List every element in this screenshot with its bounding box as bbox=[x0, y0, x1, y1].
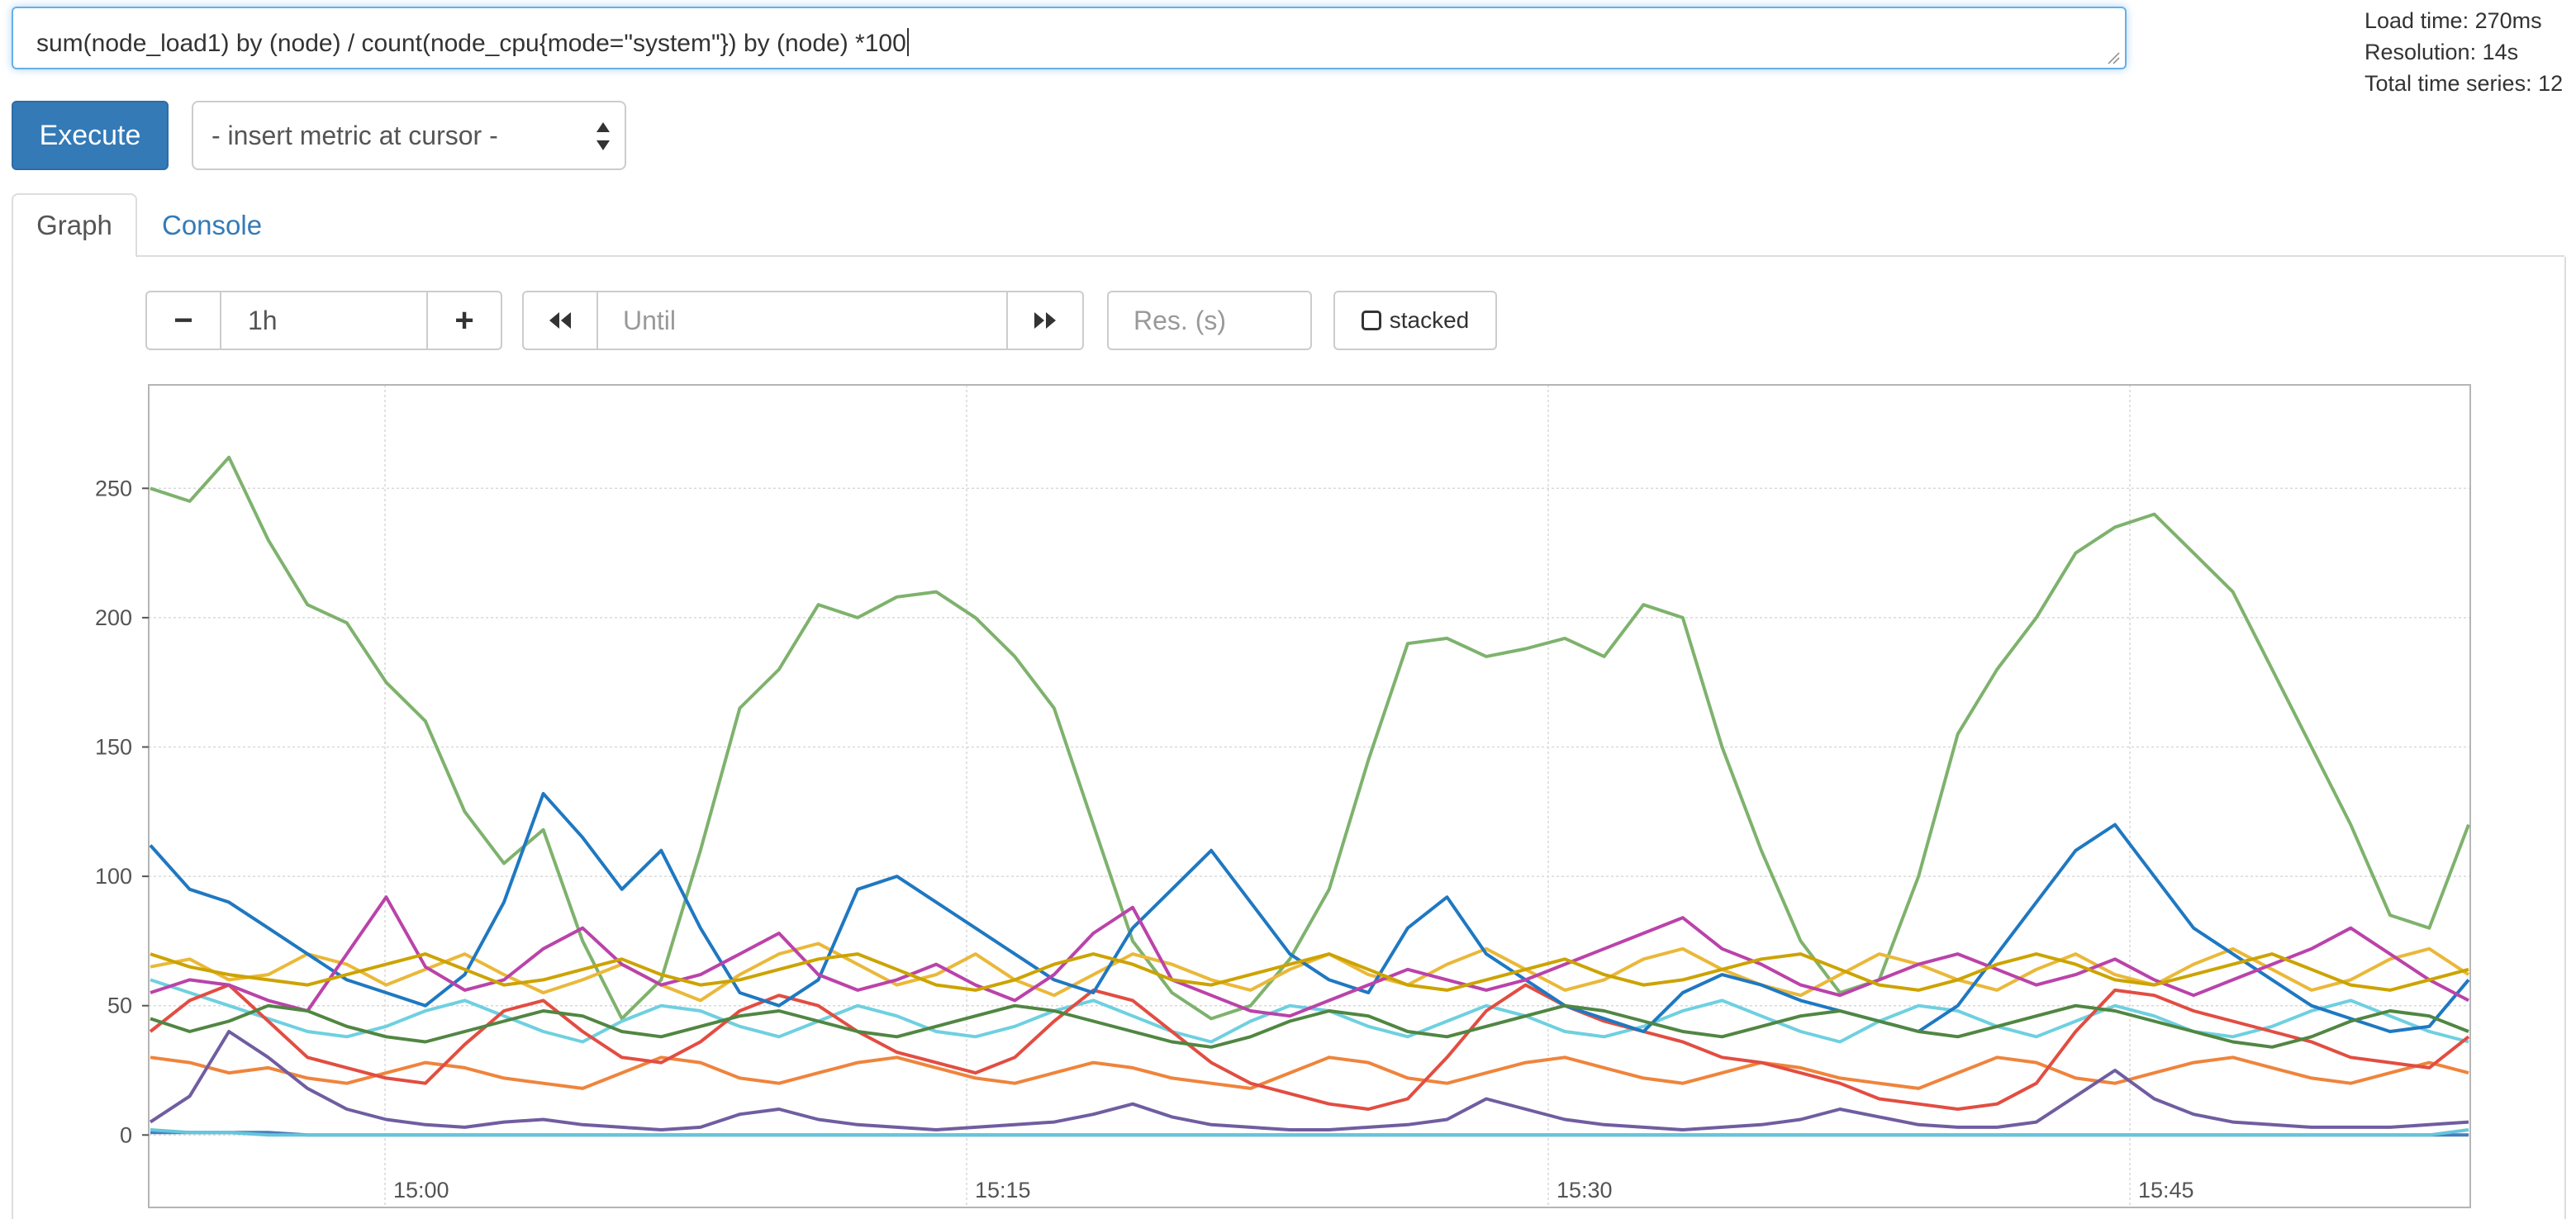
tab-graph-label: Graph bbox=[36, 210, 112, 240]
range-input[interactable]: 1h bbox=[220, 291, 428, 350]
y-axis-labels: 0 50 100 150 200 250 bbox=[95, 476, 132, 1147]
time-back-button[interactable] bbox=[522, 291, 598, 350]
expression-input[interactable]: sum(node_load1) by (node) / count(node_c… bbox=[12, 7, 2127, 69]
checkbox-icon bbox=[1361, 311, 1381, 330]
series-lines bbox=[149, 455, 2470, 1137]
until-placeholder: Until bbox=[623, 305, 677, 335]
resolution-input[interactable]: Res. (s) bbox=[1107, 291, 1312, 350]
select-arrows-icon bbox=[596, 122, 610, 150]
series-line-1 bbox=[150, 455, 2470, 1021]
y-tick-label: 100 bbox=[95, 864, 132, 889]
execute-button[interactable]: Execute bbox=[12, 101, 169, 170]
query-stats: Load time: 270ms Resolution: 14s Total t… bbox=[2365, 5, 2563, 99]
metric-select-label: - insert metric at cursor - bbox=[211, 120, 498, 150]
y-tick-label: 50 bbox=[107, 994, 132, 1018]
range-increase-button[interactable]: + bbox=[426, 291, 502, 350]
until-input[interactable]: Until bbox=[596, 291, 1008, 350]
chart-grid bbox=[149, 385, 2470, 1207]
stacked-label: stacked bbox=[1389, 307, 1470, 333]
series-line-7 bbox=[150, 895, 2469, 1018]
load-time: Load time: 270ms bbox=[2365, 8, 2542, 33]
tab-graph[interactable]: Graph bbox=[12, 193, 137, 258]
insert-metric-select[interactable]: - insert metric at cursor - bbox=[192, 101, 626, 170]
range-decrease-button[interactable]: − bbox=[145, 291, 221, 350]
y-tick-label: 0 bbox=[120, 1122, 132, 1147]
series-line-4 bbox=[150, 1055, 2469, 1090]
panel-border-left bbox=[12, 257, 13, 1219]
y-tick-label: 250 bbox=[95, 476, 132, 500]
stacked-toggle-button[interactable]: stacked bbox=[1333, 291, 1497, 350]
chart-axes bbox=[142, 384, 2471, 1208]
x-tick-label: 15:30 bbox=[1557, 1178, 1613, 1202]
resolution-placeholder: Res. (s) bbox=[1134, 305, 1226, 335]
series-line-8 bbox=[149, 1030, 2469, 1131]
graph-chart[interactable]: 0 50 100 150 200 250 15:00 15:15 15:30 15:45 bbox=[0, 363, 2576, 1219]
y-tick-label: 200 bbox=[95, 605, 132, 630]
resize-handle-icon[interactable] bbox=[2107, 51, 2120, 64]
resolution-stat: Resolution: 14s bbox=[2365, 40, 2519, 64]
fast-forward-icon bbox=[1034, 312, 1056, 329]
range-value: 1h bbox=[248, 305, 278, 335]
rewind-icon bbox=[549, 312, 571, 329]
plot-frame bbox=[148, 384, 2471, 1208]
x-axis-labels: 15:00 15:15 15:30 15:45 bbox=[393, 1178, 2194, 1202]
series-line-5 bbox=[149, 983, 2470, 1111]
series-line-12 bbox=[150, 1128, 2469, 1137]
x-tick-label: 15:45 bbox=[2138, 1178, 2194, 1202]
series-line-10 bbox=[150, 952, 2469, 992]
time-forward-button[interactable] bbox=[1006, 291, 1084, 350]
panel-border-right bbox=[2564, 257, 2566, 1219]
tab-console[interactable]: Console bbox=[162, 193, 262, 258]
series-line-9 bbox=[150, 1003, 2469, 1049]
expression-text: sum(node_load1) by (node) / count(node_c… bbox=[36, 30, 906, 57]
x-tick-label: 15:00 bbox=[393, 1178, 449, 1202]
x-tick-label: 15:15 bbox=[975, 1178, 1031, 1202]
text-cursor bbox=[906, 28, 909, 56]
series-line-2 bbox=[150, 942, 2470, 1003]
tab-console-label: Console bbox=[162, 210, 263, 240]
total-series-stat: Total time series: 12 bbox=[2365, 71, 2564, 96]
y-tick-label: 150 bbox=[95, 734, 132, 759]
series-line-6 bbox=[149, 791, 2470, 1033]
tabs-divider bbox=[12, 255, 2564, 257]
